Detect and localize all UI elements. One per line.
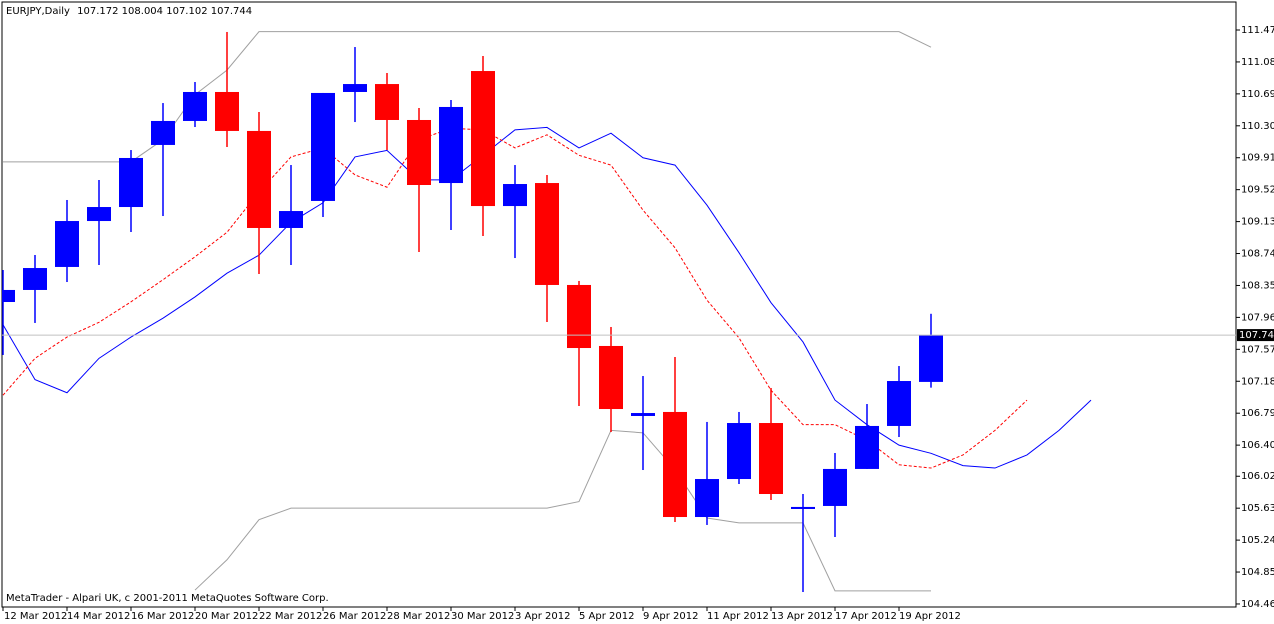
candle-body (2, 289, 15, 303)
candle-body (151, 120, 175, 145)
candle-body (375, 84, 399, 120)
candle-body (919, 335, 943, 382)
candle-body (439, 106, 463, 184)
candle-body (759, 423, 783, 495)
candle-body (855, 425, 879, 469)
candle-body (407, 119, 431, 185)
y-tick-label: 106.400 (1241, 440, 1274, 451)
x-tick-label: 11 Apr 2012 (707, 611, 769, 622)
current-price-box (1237, 329, 1274, 342)
candles (2, 31, 943, 593)
footer: MetaTrader - Alpari UK, c 2001-2011 Meta… (6, 593, 329, 604)
candle-body (87, 207, 111, 222)
y-tick-label: 109.130 (1241, 217, 1274, 228)
x-tick-label: 20 Mar 2012 (195, 611, 258, 622)
y-tick-label: 107.960 (1241, 312, 1274, 323)
candle-body (631, 413, 655, 416)
x-tick-label: 26 Mar 2012 (323, 611, 386, 622)
header-close: 107.744 (211, 6, 252, 17)
header-high: 108.004 (122, 6, 163, 17)
y-tick-label: 107.180 (1241, 376, 1274, 387)
x-tick-label: 22 Mar 2012 (259, 611, 322, 622)
y-tick-label: 106.790 (1241, 408, 1274, 419)
header-open: 107.172 (77, 6, 118, 17)
candle-body (695, 479, 719, 518)
indicator-line (194, 429, 931, 592)
current-price-label: 107.744 (1239, 330, 1274, 341)
candle-body (791, 506, 815, 509)
candle-body (727, 423, 751, 480)
y-tick-label: 111.470 (1241, 25, 1274, 36)
candle-body (599, 345, 623, 410)
y-tick-label: 110.300 (1241, 121, 1274, 132)
x-tick-label: 3 Apr 2012 (515, 611, 570, 622)
candle-body (503, 184, 527, 207)
candle-body (887, 381, 911, 426)
candle-body (471, 71, 495, 207)
y-tick-label: 108.350 (1241, 280, 1274, 291)
candle-body (55, 221, 79, 267)
y-tick-label: 104.850 (1241, 567, 1274, 578)
chart-header: EURJPY,Daily 107.172 108.004 107.102 107… (6, 6, 252, 17)
x-tick-label: 5 Apr 2012 (579, 611, 634, 622)
y-tick-label: 111.080 (1241, 57, 1274, 68)
candle-body (247, 130, 271, 228)
candle-body (343, 84, 367, 92)
x-tick-label: 17 Apr 2012 (835, 611, 897, 622)
y-tick-label: 105.240 (1241, 535, 1274, 546)
candle-body (535, 183, 559, 285)
x-tick-label: 9 Apr 2012 (643, 611, 698, 622)
y-tick-label: 107.570 (1241, 344, 1274, 355)
candle-body (183, 91, 207, 121)
candle-body (215, 91, 239, 131)
x-tick-label: 16 Mar 2012 (131, 611, 194, 622)
y-tick-label: 104.460 (1241, 599, 1274, 610)
y-tick-label: 106.020 (1241, 471, 1274, 482)
x-tick-label: 19 Apr 2012 (899, 611, 961, 622)
candle-body (823, 468, 847, 506)
y-tick-label: 108.740 (1241, 249, 1274, 260)
y-tick-label: 109.520 (1241, 185, 1274, 196)
symbol: EURJPY,Daily (6, 6, 70, 17)
header-low: 107.102 (166, 6, 207, 17)
x-tick-label: 13 Apr 2012 (771, 611, 833, 622)
plot-frame (1, 1, 1237, 608)
candle-body (119, 157, 143, 208)
x-tick-label: 12 Mar 2012 (4, 611, 67, 622)
x-tick-label: 30 Mar 2012 (451, 611, 514, 622)
candle-body (311, 92, 335, 201)
candle-body (663, 411, 687, 518)
y-tick-label: 110.690 (1241, 89, 1274, 100)
y-tick-label: 105.630 (1241, 503, 1274, 514)
indicator-line (2, 126, 1092, 469)
candle-body (279, 211, 303, 228)
y-tick-label: 109.910 (1241, 153, 1274, 164)
candle-body (567, 284, 591, 349)
x-tick-label: 28 Mar 2012 (387, 611, 450, 622)
candle-body (23, 268, 47, 290)
x-tick-label: 14 Mar 2012 (67, 611, 130, 622)
